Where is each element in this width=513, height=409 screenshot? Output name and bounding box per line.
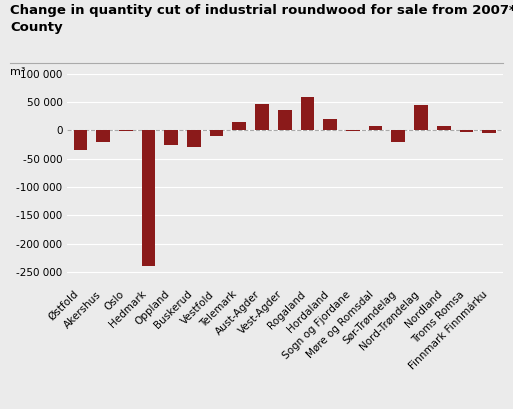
Bar xyxy=(391,130,405,142)
Bar xyxy=(369,126,382,130)
Bar xyxy=(142,130,155,266)
Bar xyxy=(96,130,110,142)
Bar xyxy=(482,130,496,133)
Bar xyxy=(278,110,291,130)
Bar xyxy=(437,126,450,130)
Bar xyxy=(346,130,360,131)
Bar xyxy=(187,130,201,147)
Bar xyxy=(73,130,87,150)
Text: Change in quantity cut of industrial roundwood for sale from 2007* to 2008*.
Cou: Change in quantity cut of industrial rou… xyxy=(10,4,513,34)
Bar xyxy=(323,119,337,130)
Bar xyxy=(164,130,178,144)
Bar xyxy=(460,130,473,132)
Bar xyxy=(119,130,132,131)
Text: m³: m³ xyxy=(10,67,26,77)
Bar xyxy=(210,130,223,136)
Bar xyxy=(232,122,246,130)
Bar xyxy=(301,97,314,130)
Bar xyxy=(255,103,269,130)
Bar xyxy=(414,106,428,130)
